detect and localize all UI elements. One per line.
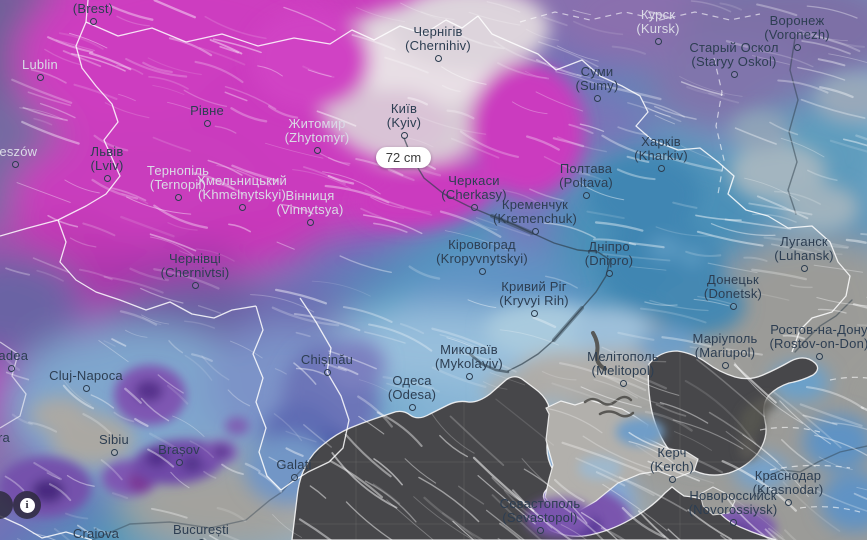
snow-depth-badge[interactable]: 72 cm — [376, 147, 431, 168]
rivers — [91, 37, 867, 540]
info-button[interactable]: i — [13, 491, 41, 519]
crimea-peninsula — [544, 399, 699, 516]
info-icon: i — [19, 497, 35, 513]
snow-depth-value: 72 cm — [385, 150, 422, 165]
black-sea — [291, 350, 819, 540]
wind-streaks — [4, 0, 867, 540]
region-borders-dashed — [519, 11, 867, 513]
taman-peninsula — [699, 486, 736, 516]
lagoons — [583, 331, 635, 418]
map-control-partial-button[interactable] — [0, 491, 13, 519]
